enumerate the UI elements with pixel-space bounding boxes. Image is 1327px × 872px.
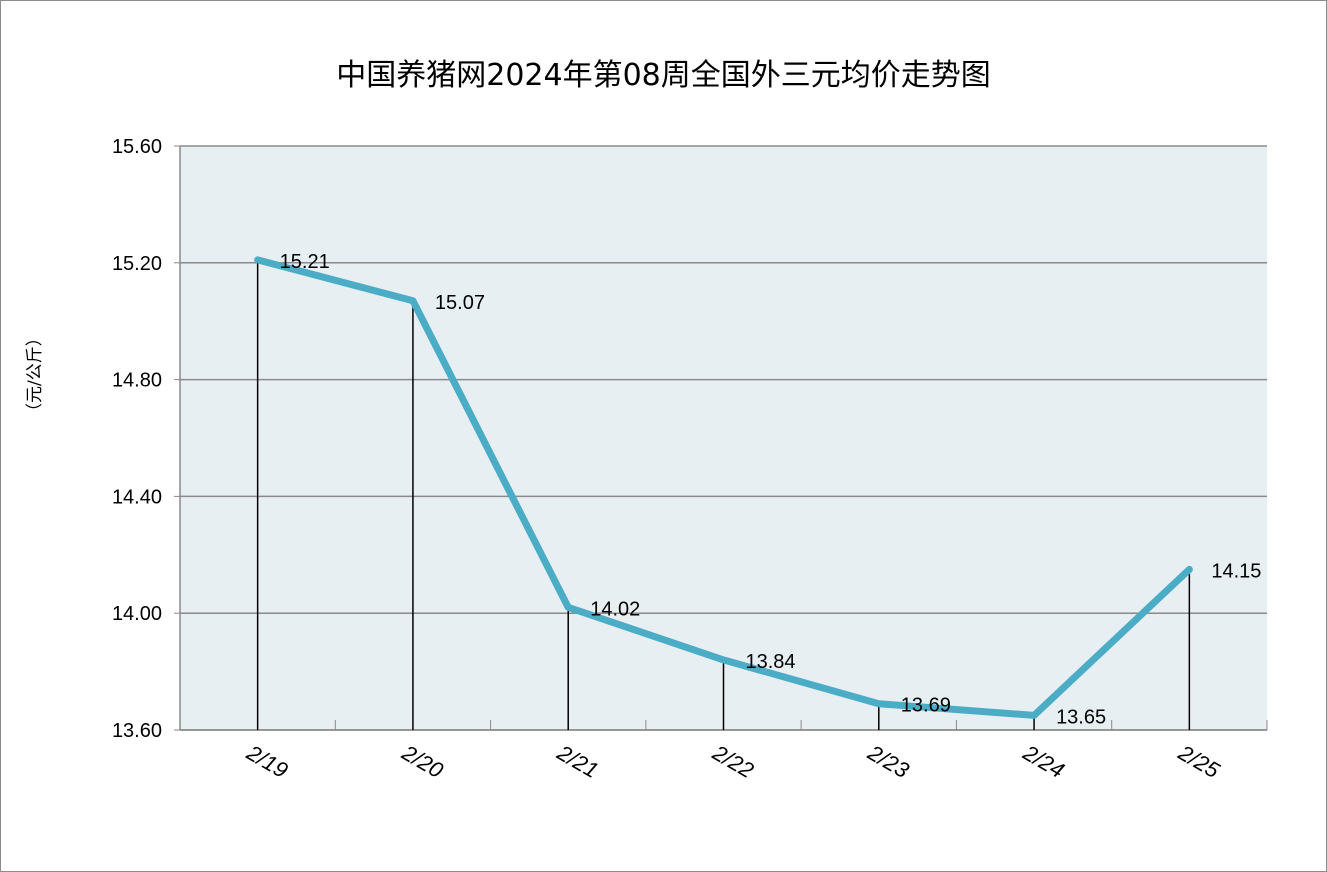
y-tick-label: 15.60 — [112, 136, 162, 158]
data-label: 13.65 — [1056, 706, 1106, 728]
x-tick-label: 2/19 — [242, 739, 292, 783]
data-point — [720, 656, 727, 663]
y-tick-label: 14.40 — [112, 486, 162, 508]
data-label: 15.07 — [435, 292, 485, 314]
y-tick-label: 13.60 — [112, 720, 162, 742]
x-tick-label: 2/25 — [1173, 739, 1224, 783]
y-tick-label: 14.00 — [112, 603, 162, 625]
chart-title: 中国养猪网2024年第08周全国外三元均价走势图 — [336, 58, 991, 93]
y-tick-label: 14.80 — [112, 370, 162, 392]
data-label: 13.84 — [746, 651, 796, 673]
data-label: 14.15 — [1211, 560, 1261, 582]
x-tick-label: 2/20 — [397, 739, 448, 783]
x-tick-label: 2/23 — [863, 739, 914, 783]
x-tick-label: 2/21 — [552, 739, 602, 783]
data-point — [875, 700, 882, 707]
y-tick-label: 15.20 — [112, 253, 162, 275]
data-label: 13.69 — [901, 695, 951, 717]
data-point — [1186, 566, 1193, 573]
data-point — [254, 256, 261, 263]
plot-area — [180, 146, 1267, 730]
data-point — [409, 297, 416, 304]
x-tick-label: 2/22 — [708, 739, 758, 783]
data-label: 14.02 — [590, 598, 640, 620]
data-point — [1031, 712, 1038, 719]
x-tick-label: 2/24 — [1018, 739, 1068, 783]
data-label: 15.21 — [280, 251, 330, 273]
data-point — [565, 604, 572, 611]
